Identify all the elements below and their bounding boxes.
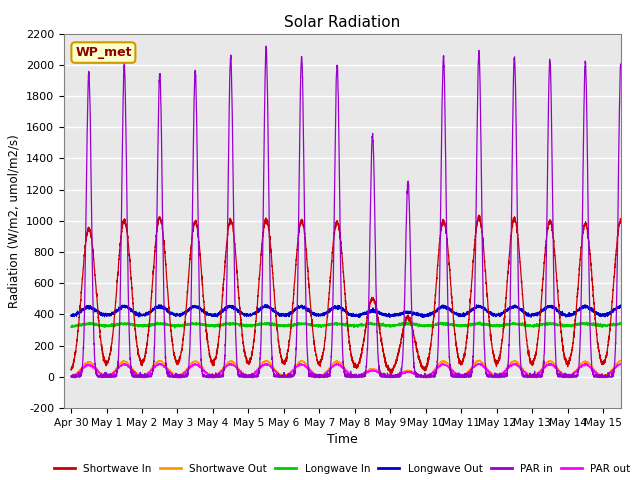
Title: Solar Radiation: Solar Radiation bbox=[284, 15, 401, 30]
Legend: Shortwave In, Shortwave Out, Longwave In, Longwave Out, PAR in, PAR out: Shortwave In, Shortwave Out, Longwave In… bbox=[50, 459, 635, 478]
Text: WP_met: WP_met bbox=[75, 46, 132, 59]
Y-axis label: Radiation (W/m2, umol/m2/s): Radiation (W/m2, umol/m2/s) bbox=[8, 134, 20, 308]
X-axis label: Time: Time bbox=[327, 433, 358, 446]
